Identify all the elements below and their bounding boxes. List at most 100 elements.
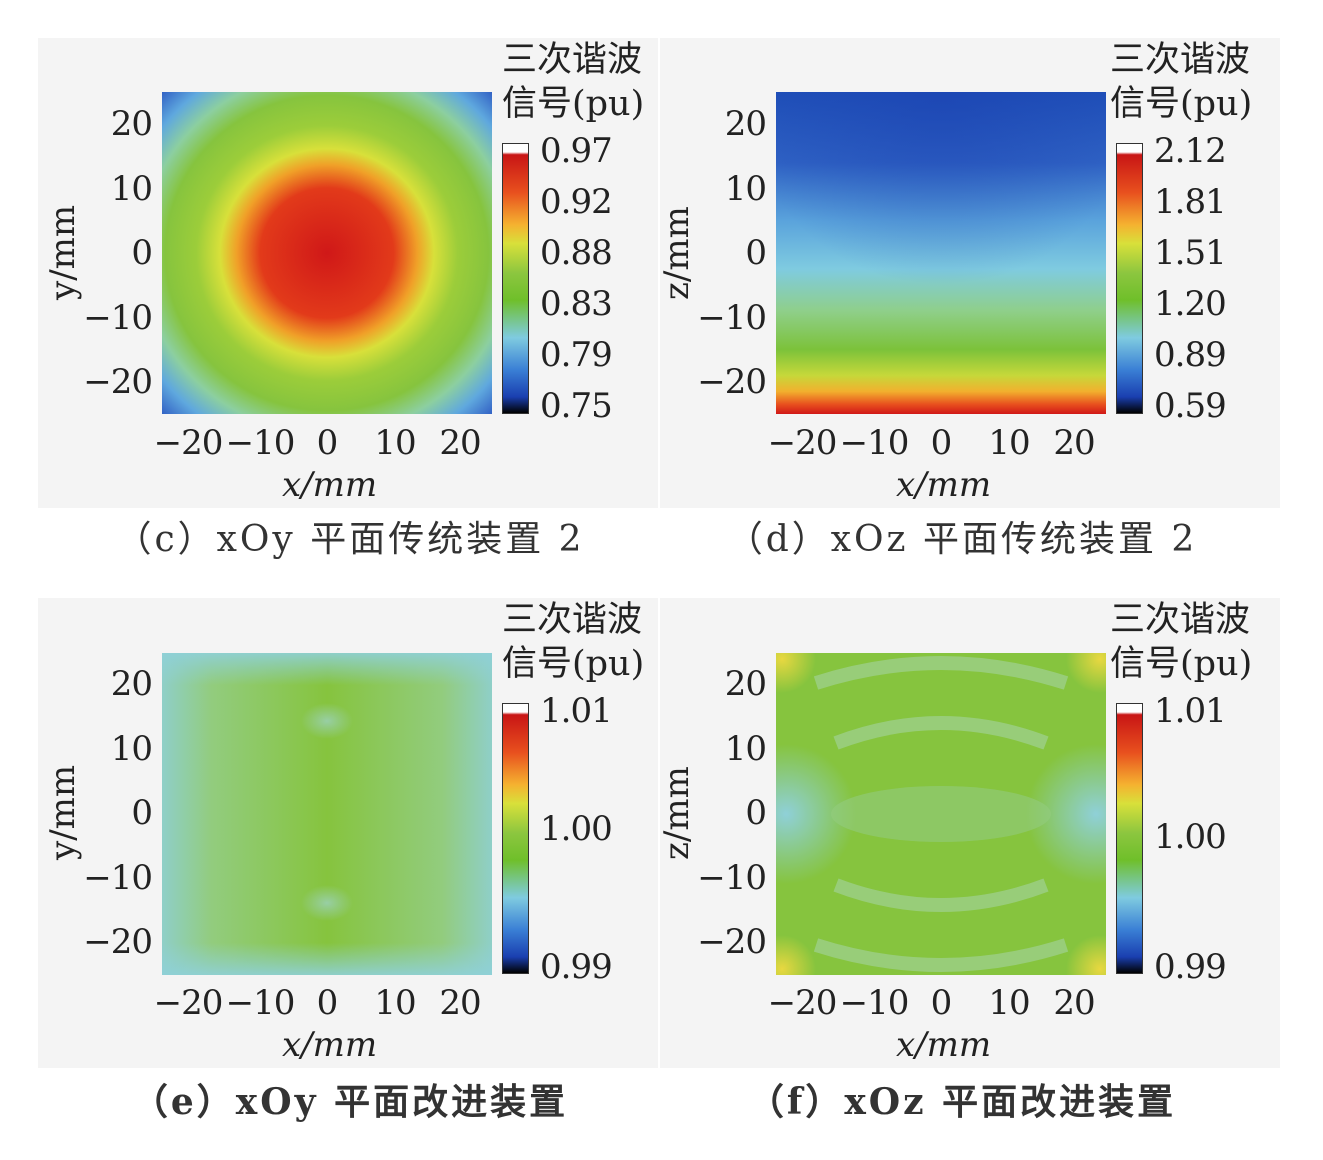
panel-d-xtick-1: −10 bbox=[839, 423, 910, 463]
panel-d-cbar-tick-1: 1.81 bbox=[1154, 182, 1227, 222]
panel-e-xtick-1: −10 bbox=[225, 983, 296, 1023]
panel-e-ytick-4: −20 bbox=[83, 922, 153, 962]
panel-e-cbar-tick-2: 0.99 bbox=[540, 947, 613, 987]
panel-d-cbar-tick-3: 1.20 bbox=[1154, 284, 1227, 324]
panel-e-heatmap bbox=[162, 653, 492, 975]
panel-f-corner-bl bbox=[776, 935, 816, 975]
panel-c-caption: （c）xOy 平面传统装置 2 bbox=[115, 519, 585, 560]
panel-f-corner-br bbox=[1066, 935, 1106, 975]
panel-f-side-left bbox=[776, 744, 856, 884]
panel-f-center-band bbox=[831, 786, 1051, 842]
panel-c-ytick-2: 0 bbox=[131, 233, 153, 273]
panel-d-xtick-4: 20 bbox=[1053, 423, 1095, 463]
panel-e-xtick-0: −20 bbox=[153, 983, 224, 1023]
panel-e-ytick-1: 10 bbox=[110, 729, 153, 769]
panel-e-xtick-2: 0 bbox=[316, 983, 339, 1023]
panel-c-colorbar-title-line2: 信号(pu) bbox=[502, 84, 645, 124]
panel-f-xlabel: x/mm bbox=[896, 1025, 992, 1065]
panel-f-ytick-0: 20 bbox=[724, 664, 767, 704]
panel-d-xtick-3: 10 bbox=[988, 423, 1030, 463]
panel-f-xtick-4: 20 bbox=[1053, 983, 1095, 1023]
panel-c-heatmap bbox=[162, 92, 492, 414]
panel-f-ytick-2: 0 bbox=[745, 793, 767, 833]
panel-c-ytick-3: −10 bbox=[83, 298, 153, 338]
panel-e-field-edges bbox=[162, 653, 492, 975]
panel-d-colorbar-title: 三次谐波 信号(pu) bbox=[1110, 38, 1252, 126]
panel-f-colorbar bbox=[1116, 703, 1143, 974]
panel-f-corner-tl bbox=[776, 653, 816, 693]
panel-c-cbar-tick-5: 0.75 bbox=[540, 386, 613, 426]
panel-c-cbar-tick-3: 0.83 bbox=[540, 284, 613, 324]
panel-f-band-upper-1 bbox=[813, 656, 1069, 690]
panel-d-ytick-3: −10 bbox=[697, 298, 767, 338]
panel-c-plot-area bbox=[162, 92, 492, 414]
panel-f-cbar-tick-0: 1.01 bbox=[1154, 691, 1227, 731]
panel-d-ytick-0: 20 bbox=[724, 104, 767, 144]
panel-c-xtick-2: 0 bbox=[316, 423, 339, 463]
panel-f-heatmap bbox=[776, 653, 1106, 975]
panel-c-cbar-tick-0: 0.97 bbox=[540, 131, 613, 171]
panel-d-field-overlay bbox=[776, 92, 1106, 414]
panel-c-xtick-4: 20 bbox=[439, 423, 481, 463]
panel-f-caption: （f）xOz 平面改进装置 bbox=[747, 1081, 1177, 1123]
panel-e-cbar-tick-1: 1.00 bbox=[540, 809, 613, 849]
panel-c-ytick-4: −20 bbox=[83, 362, 153, 402]
panel-d-xtick-2: 0 bbox=[930, 423, 953, 463]
panel-e-colorbar-title: 三次谐波 信号(pu) bbox=[502, 598, 644, 686]
panel-e-ytick-2: 0 bbox=[131, 793, 153, 833]
panel-d-cbar-tick-5: 0.59 bbox=[1154, 386, 1227, 426]
panel-e-spot-upper bbox=[301, 703, 353, 739]
panel-c-xtick-3: 10 bbox=[374, 423, 416, 463]
panel-f-cbar-tick-2: 0.99 bbox=[1154, 947, 1227, 987]
panel-e-ytick-0: 20 bbox=[110, 664, 153, 704]
panel-f-ytick-3: −10 bbox=[697, 858, 767, 898]
panel-e-cbar-tick-0: 1.01 bbox=[540, 691, 613, 731]
panel-f-side-right bbox=[1026, 744, 1106, 884]
panel-e-xlabel: x/mm bbox=[282, 1025, 378, 1065]
panel-e-ylabel: y/mm bbox=[43, 764, 83, 860]
panel-c-colorbar bbox=[502, 143, 529, 414]
panel-e-xtick-3: 10 bbox=[374, 983, 416, 1023]
panel-c-xtick-0: −20 bbox=[153, 423, 224, 463]
panel-d-ytick-1: 10 bbox=[724, 169, 767, 209]
panel-f-xtick-1: −10 bbox=[839, 983, 910, 1023]
panel-f-colorbar-title: 三次谐波 信号(pu) bbox=[1110, 598, 1252, 686]
panel-e-xtick-4: 20 bbox=[439, 983, 481, 1023]
panel-d-colorbar-title-line1: 三次谐波 bbox=[1110, 40, 1251, 80]
panel-f-band-lower-2 bbox=[813, 938, 1069, 972]
panel-f-xtick-3: 10 bbox=[988, 983, 1030, 1023]
panel-c-cbar-tick-2: 0.88 bbox=[540, 233, 613, 273]
panel-f-xtick-2: 0 bbox=[930, 983, 953, 1023]
panel-d-cbar-tick-2: 1.51 bbox=[1154, 233, 1227, 273]
panel-f-colorbar-title-line2: 信号(pu) bbox=[1110, 644, 1253, 684]
panel-c-colorbar-title-line1: 三次谐波 bbox=[502, 40, 643, 80]
panel-d-xtick-0: −20 bbox=[767, 423, 838, 463]
panel-f-cbar-tick-1: 1.00 bbox=[1154, 817, 1227, 857]
panel-c-field bbox=[162, 92, 492, 414]
panel-f-ytick-1: 10 bbox=[724, 729, 767, 769]
panel-f-corner-tr bbox=[1066, 653, 1106, 693]
panel-c-ytick-0: 20 bbox=[110, 104, 153, 144]
panel-d-ytick-2: 0 bbox=[745, 233, 767, 273]
panel-d-colorbar bbox=[1116, 143, 1143, 414]
panel-d-cbar-tick-4: 0.89 bbox=[1154, 335, 1227, 375]
panel-c-colorbar-title: 三次谐波 信号(pu) bbox=[502, 38, 644, 126]
panel-c-ylabel: y/mm bbox=[43, 204, 83, 300]
panel-d-colorbar-title-line2: 信号(pu) bbox=[1110, 84, 1253, 124]
panel-f-band-lower-1 bbox=[833, 878, 1049, 912]
panel-e-colorbar-title-line1: 三次谐波 bbox=[502, 600, 643, 640]
panel-c-cbar-tick-4: 0.79 bbox=[540, 335, 613, 375]
panel-f-plot-area bbox=[776, 653, 1106, 975]
panel-c-ytick-1: 10 bbox=[110, 169, 153, 209]
panel-e-caption: （e）xOy 平面改进装置 bbox=[131, 1081, 569, 1123]
panel-e-colorbar-title-line2: 信号(pu) bbox=[502, 644, 645, 684]
panel-d-caption: （d）xOz 平面传统装置 2 bbox=[726, 519, 1198, 560]
panel-d-ylabel: z/mm bbox=[657, 206, 697, 300]
panel-d-heatmap bbox=[776, 92, 1106, 414]
panel-e-colorbar bbox=[502, 703, 529, 974]
panel-d-cbar-tick-0: 2.12 bbox=[1154, 131, 1227, 171]
panel-d-ytick-4: −20 bbox=[697, 362, 767, 402]
panel-f-xtick-0: −20 bbox=[767, 983, 838, 1023]
panel-c-xtick-1: −10 bbox=[225, 423, 296, 463]
panel-f-ylabel: z/mm bbox=[657, 766, 697, 860]
